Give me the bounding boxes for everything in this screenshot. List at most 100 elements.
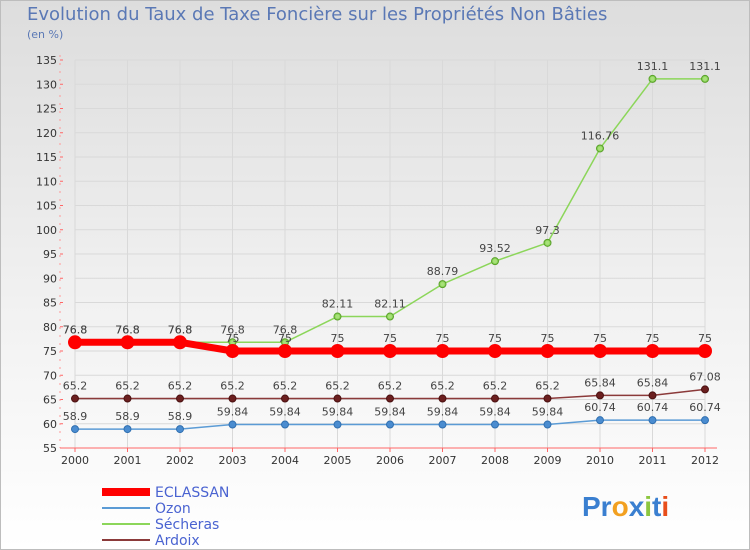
y-tick-label: 55 <box>43 442 57 455</box>
point-ardoix <box>123 394 132 403</box>
point-ozon <box>491 420 499 429</box>
data-label-ozon: 60.74 <box>689 401 721 414</box>
data-label-eclassan: 75 <box>541 332 555 345</box>
data-label-eclassan: 76.8 <box>63 323 88 336</box>
y-tick-label: 120 <box>36 127 57 140</box>
point-labels: 76.8 76.8 76.8 76.8 76.8 82.11 82.11 88.79 93.52… <box>63 60 721 423</box>
data-label-scheras: 131.1 <box>689 60 721 73</box>
y-tick-label: 75 <box>43 345 57 358</box>
svg-text:Proxiti: Proxiti <box>582 491 669 522</box>
x-tick-label: 2011 <box>639 454 667 467</box>
y-tick-label: 115 <box>36 151 57 164</box>
point-eclassan <box>593 344 607 358</box>
point-eclassan <box>383 344 397 358</box>
point-ozon <box>596 416 604 425</box>
x-tick-label: 2002 <box>166 454 194 467</box>
point-ozon <box>701 416 709 425</box>
y-axis-unit: (en %) <box>27 28 64 41</box>
point-highlight-scheras <box>598 146 602 151</box>
data-label-ardoix: 65.2 <box>483 380 508 393</box>
data-label-eclassan: 75 <box>226 332 240 345</box>
data-label-ozon: 59.84 <box>322 406 354 419</box>
data-label-ardoix: 65.2 <box>325 380 350 393</box>
point-ardoix <box>438 394 447 403</box>
point-eclassan <box>225 344 240 358</box>
data-label-ardoix: 65.2 <box>378 380 403 393</box>
data-label-eclassan: 75 <box>331 332 345 345</box>
point-ozon <box>543 420 552 429</box>
point-highlight-scheras <box>493 259 497 264</box>
x-tick-label: 2005 <box>324 454 352 467</box>
point-ozon <box>333 420 342 429</box>
data-label-eclassan: 75 <box>698 332 712 345</box>
point-highlight-scheras <box>703 76 707 81</box>
data-label-scheras: 131.1 <box>637 60 669 73</box>
point-ardoix <box>386 394 394 403</box>
x-tick-label: 2001 <box>114 454 142 467</box>
y-tick-label: 95 <box>43 248 57 261</box>
data-label-eclassan: 75 <box>488 332 502 345</box>
y-tick-label: 110 <box>36 175 57 188</box>
data-label-ozon: 58.9 <box>63 410 88 423</box>
data-label-eclassan: 75 <box>278 332 292 345</box>
data-label-eclassan: 75 <box>593 332 607 345</box>
x-tick-label: 2010 <box>586 454 614 467</box>
series-lines <box>68 74 712 434</box>
data-label-ozon: 60.74 <box>637 401 669 414</box>
data-label-eclassan: 75 <box>436 332 450 345</box>
point-ardoix <box>71 394 79 403</box>
data-label-scheras: 76.8 <box>115 323 140 336</box>
x-tick-label: 2006 <box>376 454 404 467</box>
data-label-ardoix: 65.2 <box>430 380 455 393</box>
data-label-scheras: 82.11 <box>322 298 354 311</box>
point-ardoix <box>333 394 342 403</box>
y-tick-label: 135 <box>36 54 57 67</box>
point-highlight-scheras <box>650 76 655 81</box>
point-ozon <box>228 420 237 429</box>
data-label-scheras: 76.8 <box>273 323 298 336</box>
point-ardoix <box>228 394 237 403</box>
y-tick-label: 65 <box>43 394 57 407</box>
data-label-ozon: 59.84 <box>374 406 406 419</box>
data-label-ozon: 58.9 <box>115 410 140 423</box>
point-ardoix <box>648 391 657 400</box>
data-label-ardoix: 65.2 <box>115 380 140 393</box>
data-label-scheras: 88.79 <box>427 265 459 278</box>
data-label-scheras: 97.3 <box>535 224 560 237</box>
point-ozon <box>648 416 657 425</box>
data-label-eclassan: 76.8 <box>115 323 140 336</box>
data-label-ardoix: 65.84 <box>584 376 616 389</box>
data-label-ardoix: 65.2 <box>220 380 245 393</box>
point-ardoix <box>491 394 499 403</box>
chart-title: Evolution du Taux de Taxe Foncière sur l… <box>27 4 608 25</box>
point-highlight-scheras <box>545 240 550 245</box>
y-tick-label: 80 <box>43 321 57 334</box>
point-ardoix <box>543 394 552 403</box>
point-eclassan <box>540 344 555 358</box>
y-tick-label: 100 <box>36 224 57 237</box>
data-label-scheras: 82.11 <box>374 298 406 311</box>
data-label-eclassan: 75 <box>383 332 397 345</box>
data-label-scheras: 76.8 <box>220 323 245 336</box>
x-tick-label: 2008 <box>481 454 509 467</box>
data-label-scheras: 116.76 <box>581 129 620 142</box>
point-ozon <box>281 420 289 429</box>
point-eclassan <box>488 344 502 358</box>
x-tick-label: 2000 <box>61 454 89 467</box>
y-tick-label: 90 <box>43 272 57 285</box>
y-tick-label: 125 <box>36 103 57 116</box>
y-tick-label: 70 <box>43 369 57 382</box>
point-eclassan <box>278 344 292 358</box>
x-tick-label: 2007 <box>429 454 457 467</box>
data-label-ozon: 60.74 <box>584 401 616 414</box>
point-ozon <box>176 425 184 434</box>
point-ardoix <box>596 391 604 400</box>
data-label-ozon: 59.84 <box>479 406 511 419</box>
data-label-ardoix: 67.08 <box>689 370 721 383</box>
point-ardoix <box>176 394 184 403</box>
data-label-scheras: 76.8 <box>63 323 88 336</box>
point-highlight-scheras <box>440 282 445 287</box>
